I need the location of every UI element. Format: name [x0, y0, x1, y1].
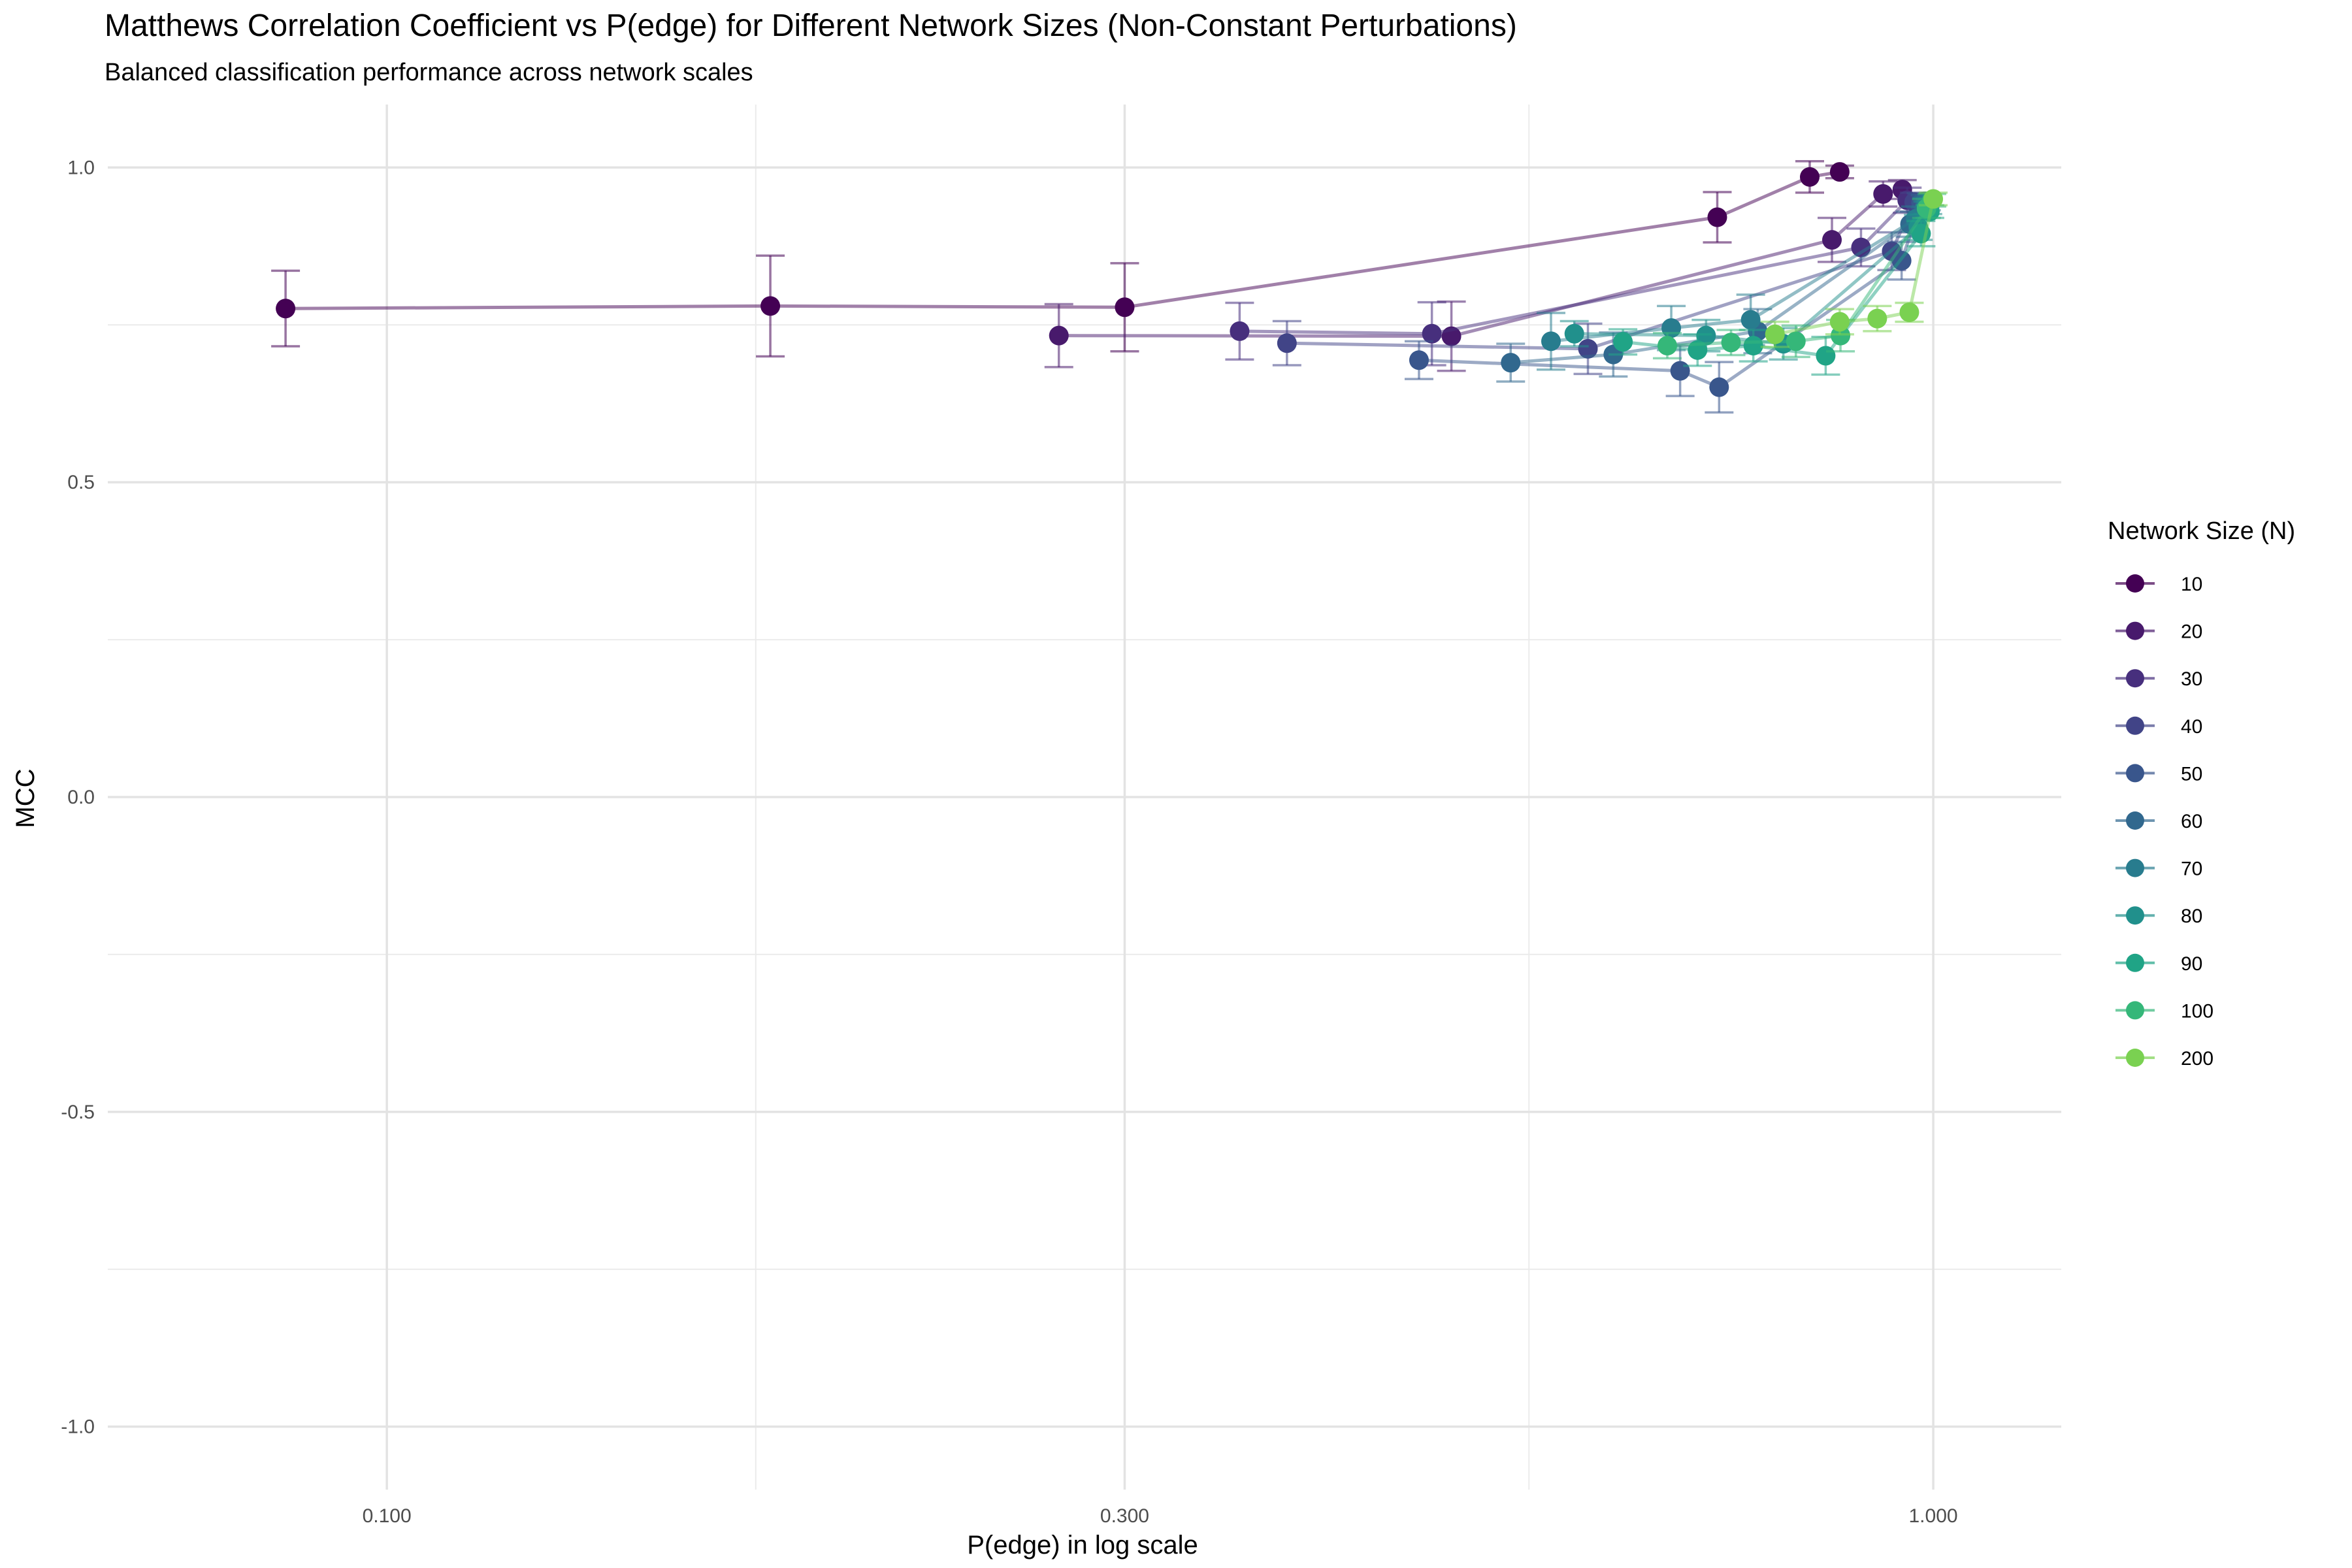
legend-item-30: 30: [2115, 668, 2202, 690]
x-axis-ticks: 0.100 0.300 1.000: [363, 1505, 1958, 1527]
series-line: [286, 170, 1840, 310]
x-tick-label: 0.100: [363, 1505, 412, 1527]
legend-key-point: [2126, 574, 2144, 593]
chart-subtitle: Balanced classification performance acro…: [105, 59, 753, 86]
data-point: [1899, 302, 1919, 322]
data-point: [1831, 325, 1851, 346]
legend-label: 90: [2181, 953, 2202, 975]
data-point: [1851, 237, 1871, 257]
y-tick-label: 0.0: [67, 787, 95, 808]
data-point: [1709, 377, 1729, 397]
data-point: [1873, 184, 1893, 204]
legend-label: 20: [2181, 621, 2202, 643]
data-point: [1799, 167, 1820, 187]
y-axis-title: MCC: [11, 768, 40, 828]
data-point: [1822, 230, 1842, 250]
data-point: [760, 296, 781, 316]
data-point: [276, 299, 296, 319]
data-point: [1541, 331, 1561, 351]
data-point: [1696, 325, 1716, 346]
data-point: [1829, 312, 1850, 332]
series-line: [1239, 199, 1909, 336]
x-axis-title: P(edge) in log scale: [967, 1531, 1198, 1560]
series-layer: [271, 159, 1948, 414]
series-40: [1272, 191, 1929, 376]
series-10: [271, 159, 1854, 358]
legend-item-100: 100: [2115, 1000, 2213, 1022]
legend-key-point: [2126, 858, 2144, 877]
legend-key-point: [2126, 764, 2144, 783]
series-100: [1652, 190, 1946, 360]
y-axis-ticks: 1.0 0.5 0.0 -0.5 -1.0: [61, 157, 95, 1437]
data-point: [1613, 332, 1633, 352]
grid-minor: [108, 105, 2061, 1490]
legend-label: 50: [2181, 763, 2202, 785]
series-200: [1760, 189, 1948, 348]
legend-key-point: [2126, 1049, 2144, 1067]
legend-item-80: 80: [2115, 906, 2202, 927]
data-point: [1721, 333, 1741, 353]
legend-item-50: 50: [2115, 763, 2202, 785]
data-point: [1829, 162, 1850, 182]
legend-key-point: [2126, 811, 2144, 830]
legend-item-90: 90: [2115, 953, 2202, 975]
legend-label: 200: [2181, 1048, 2213, 1070]
legend-label: 80: [2181, 906, 2202, 927]
legend-item-60: 60: [2115, 811, 2202, 832]
legend-label: 10: [2181, 574, 2202, 595]
legend-key-point: [2126, 906, 2144, 925]
series-line: [1418, 202, 1923, 389]
legend-label: 100: [2181, 1000, 2213, 1022]
legend-key-point: [2126, 953, 2144, 972]
legend: Network Size (N) 10 20 30 40 50 60 70 80 90 100 20…: [2108, 517, 2295, 1070]
legend-key-point: [2126, 1001, 2144, 1020]
legend-item-20: 20: [2115, 621, 2202, 643]
data-point: [1707, 207, 1727, 227]
y-tick-label: 1.0: [67, 157, 95, 178]
x-tick-label: 0.300: [1100, 1505, 1149, 1527]
data-point: [1786, 331, 1806, 351]
data-point: [1409, 350, 1429, 370]
legend-item-200: 200: [2115, 1048, 2213, 1070]
series-20: [1044, 178, 1917, 372]
data-point: [1578, 338, 1598, 359]
series-line: [1058, 188, 1903, 338]
data-point: [1049, 325, 1069, 346]
legend-title: Network Size (N): [2108, 517, 2295, 545]
data-point: [1740, 310, 1761, 330]
data-point: [1867, 308, 1887, 329]
data-point: [1743, 336, 1763, 356]
legend-item-10: 10: [2115, 574, 2202, 595]
data-point: [1657, 336, 1677, 356]
legend-key-point: [2126, 716, 2144, 735]
data-point: [1501, 353, 1521, 373]
legend-label: 30: [2181, 668, 2202, 690]
legend-label: 60: [2181, 811, 2202, 832]
y-tick-label: 0.5: [67, 472, 95, 493]
y-tick-label: -1.0: [61, 1416, 95, 1438]
data-point: [1670, 361, 1690, 381]
legend-label: 40: [2181, 716, 2202, 738]
legend-items: 10 20 30 40 50 60 70 80 90 100 200: [2115, 574, 2213, 1070]
data-point: [1422, 323, 1442, 344]
legend-key-point: [2126, 621, 2144, 640]
data-point: [1230, 321, 1250, 341]
legend-item-40: 40: [2115, 716, 2202, 738]
legend-label: 70: [2181, 858, 2202, 880]
data-point: [1277, 333, 1297, 353]
data-point: [1765, 324, 1785, 344]
data-point: [1564, 323, 1584, 344]
x-tick-label: 1.000: [1909, 1505, 1958, 1527]
data-point: [1816, 346, 1836, 366]
chart-title: Matthews Correlation Coefficient vs P(ed…: [105, 8, 1517, 43]
data-point: [1115, 297, 1135, 318]
data-point: [1923, 189, 1944, 209]
y-tick-label: -0.5: [61, 1102, 95, 1123]
grid-major: [108, 105, 2061, 1490]
legend-item-70: 70: [2115, 858, 2202, 880]
legend-key-point: [2126, 669, 2144, 688]
